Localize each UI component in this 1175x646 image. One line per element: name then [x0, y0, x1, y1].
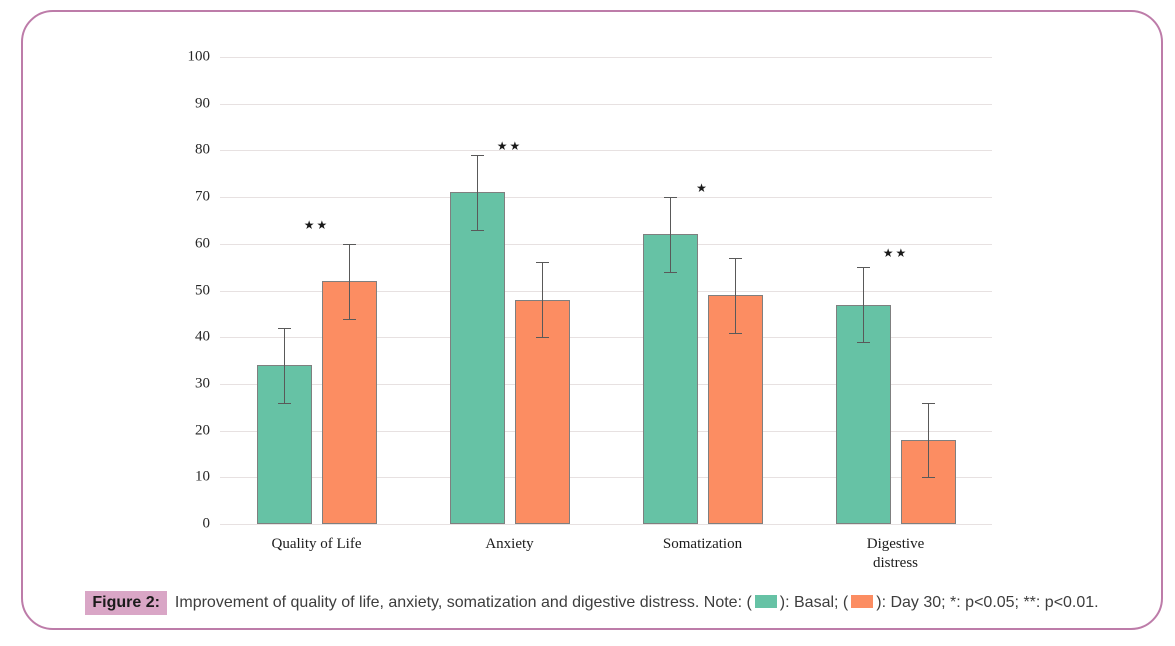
error-bar-cap	[470, 229, 484, 231]
error-bar-cap	[921, 402, 935, 404]
bar-day30-quality-of-life	[321, 281, 377, 524]
caption-segment-day30: ): Day 30; *: p<0.05; **: p<0.01.	[876, 594, 1099, 611]
error-bar	[734, 257, 736, 333]
error-bar-cap	[342, 243, 356, 245]
caption-text: Improvement of quality of life, anxiety,…	[175, 594, 1099, 612]
y-axis-tick-label: 100	[187, 48, 211, 65]
y-axis-tick-label: 10	[195, 468, 210, 485]
caption-segment-main: Improvement of quality of life, anxiety,…	[174, 594, 752, 611]
gridline	[220, 57, 992, 58]
y-axis-tick-label: 80	[195, 141, 210, 158]
bar-basal-anxiety	[449, 192, 505, 524]
error-bar-cap	[535, 262, 549, 264]
significance-marker: ★★	[303, 218, 330, 233]
plot-area: 0 10 20 30 40 50 60 70 80 90 100 ★★ ★★ ★ ★★ Quality of …	[188, 49, 992, 571]
gridline	[220, 150, 992, 152]
gridline	[220, 383, 992, 385]
caption-segment-basal: ): Basal; (	[779, 594, 849, 611]
figure-border: 0 10 20 30 40 50 60 70 80 90 100 ★★ ★★ ★ ★★ Quality of …	[21, 10, 1163, 630]
error-bar-cap	[856, 267, 870, 269]
category-label: Digestive distress	[866, 536, 925, 571]
bar-basal-somatization	[642, 234, 698, 524]
y-axis-tick-label: 50	[195, 282, 210, 298]
gridline	[220, 524, 992, 525]
error-bar	[348, 243, 350, 319]
error-bar-cap	[342, 318, 356, 320]
y-axis-tick-label: 70	[195, 188, 210, 205]
significance-marker: ★★	[882, 246, 909, 261]
y-axis-tick-label: 40	[195, 328, 210, 345]
gridline	[220, 243, 992, 245]
category-label: Quality of Life	[271, 536, 362, 552]
y-axis-tick-label: 20	[195, 422, 210, 439]
error-bar	[927, 402, 929, 478]
error-bar-cap	[921, 477, 935, 479]
category-label: Anxiety	[485, 536, 534, 552]
significance-marker: ★★	[496, 138, 523, 153]
gridline	[220, 477, 992, 479]
bar-basal-quality-of-life	[256, 365, 312, 524]
basal-legend-swatch	[754, 595, 777, 608]
error-bar-cap	[535, 337, 549, 339]
error-bar-cap	[663, 271, 677, 273]
day30-legend-swatch	[851, 595, 874, 608]
y-axis-tick-label: 30	[195, 375, 210, 392]
gridline	[220, 197, 992, 199]
error-bar-cap	[856, 341, 870, 343]
error-bar-cap	[277, 402, 291, 404]
error-bar	[669, 197, 671, 272]
error-bar-cap	[728, 257, 742, 259]
category-label: Somatization	[662, 536, 743, 552]
gridline	[220, 290, 992, 292]
gridline	[220, 337, 992, 339]
y-axis-tick-label: 0	[202, 515, 211, 532]
error-bar	[283, 327, 285, 403]
gridline	[220, 430, 992, 432]
error-bar	[541, 262, 543, 338]
y-axis-tick-label: 90	[195, 95, 210, 112]
figure-label: Figure 2:	[85, 591, 167, 615]
error-bar-cap	[728, 332, 742, 334]
error-bar-cap	[663, 197, 677, 199]
error-bar	[862, 267, 864, 342]
y-axis-tick-label: 60	[195, 235, 210, 252]
error-bar-cap	[470, 155, 484, 157]
error-bar-cap	[277, 327, 291, 329]
significance-marker: ★	[696, 180, 709, 195]
figure-caption: Figure 2: Improvement of quality of life…	[23, 591, 1161, 615]
gridline	[220, 103, 992, 105]
error-bar	[476, 155, 478, 230]
